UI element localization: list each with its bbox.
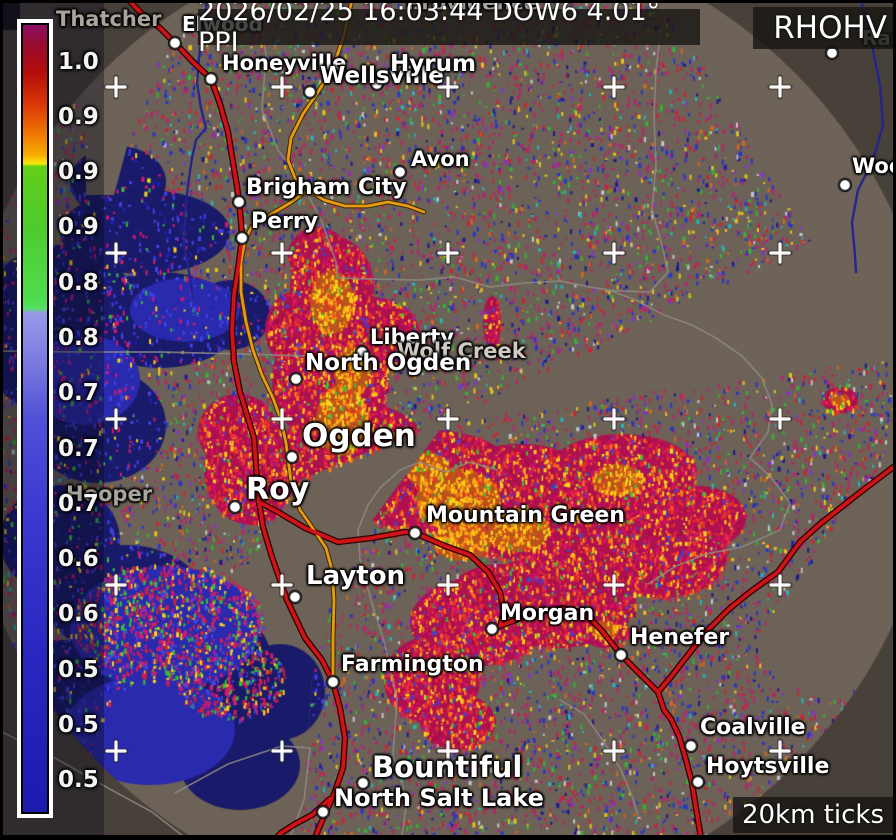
county-boundary-line <box>0 350 309 357</box>
city-dot-mountain-green <box>407 525 423 541</box>
city-dot-liberty <box>354 344 370 360</box>
frame-bottom <box>0 835 896 840</box>
highway-orange <box>239 188 336 684</box>
county-boundary-line <box>174 745 311 840</box>
city-dot-north-ogden <box>288 371 304 387</box>
scale-note-text: 20km ticks <box>741 800 885 830</box>
field-name-badge: RHOHV <box>753 7 893 49</box>
frame-right <box>893 0 896 840</box>
county-boundary-line <box>257 0 791 585</box>
scan-title-text: 2026/02/25 16:03:44 DOW6 4.01° PPI <box>198 0 661 58</box>
highway-red-casing <box>654 461 896 696</box>
city-dot-honeyville <box>203 71 219 87</box>
city-dot-north-salt-lake <box>315 804 331 820</box>
colorbar <box>17 19 53 818</box>
highway-red <box>257 500 704 840</box>
highway-orange <box>286 0 426 214</box>
frame-top <box>0 0 896 3</box>
highway-red <box>126 0 347 840</box>
city-dot-elwood <box>167 35 183 51</box>
frame-left <box>0 0 3 840</box>
city-dot-hoytsville <box>690 774 706 790</box>
city-dot-woodruff <box>837 177 853 193</box>
city-dot-layton <box>287 589 303 605</box>
city-dot-morgan <box>484 621 500 637</box>
highway-red <box>656 462 896 694</box>
city-dot-ogden <box>284 449 300 465</box>
county-boundary-line <box>357 461 498 840</box>
city-dot-wellsville <box>302 84 318 100</box>
city-dot-henefer <box>613 647 629 663</box>
city-dot-farmington <box>325 674 341 690</box>
county-boundary-line <box>559 699 639 816</box>
colorbar-gradient <box>21 23 49 814</box>
river-line <box>850 0 885 274</box>
city-dot-avon <box>392 164 408 180</box>
field-name-text: RHOHV <box>773 10 887 46</box>
scan-title-bar: 2026/02/25 16:03:44 DOW6 4.01° PPI <box>198 0 700 58</box>
city-dot-hyrum <box>369 76 385 92</box>
city-dot-coalville <box>683 738 699 754</box>
city-dot-bountiful <box>355 775 371 791</box>
city-dot-perry <box>234 230 250 246</box>
river-line <box>182 0 209 300</box>
scale-note-badge: 20km ticks <box>733 797 893 833</box>
city-dot-brigham-city <box>231 194 247 210</box>
county-boundary-line <box>607 29 669 293</box>
highway-red-casing <box>124 0 349 840</box>
city-dot-roy <box>227 499 243 515</box>
